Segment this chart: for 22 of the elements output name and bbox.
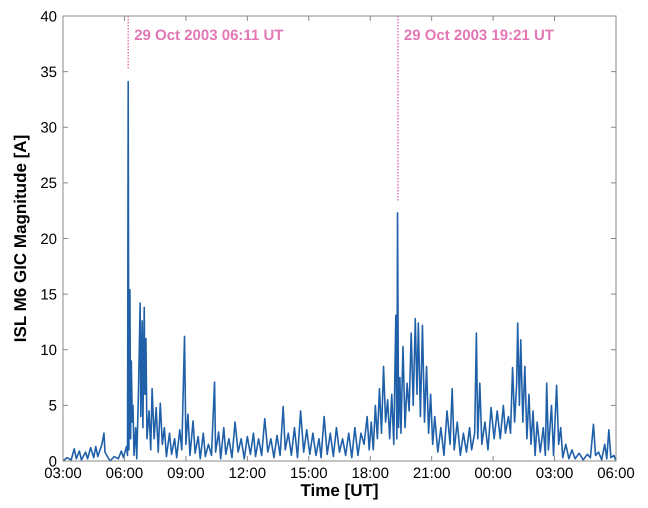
y-tick-label: 25	[40, 175, 57, 192]
y-tick-label: 15	[40, 286, 57, 304]
ref-line-label: 29 Oct 2003 06:11 UT	[134, 27, 284, 44]
ref-line-label: 29 Oct 2003 19:21 UT	[404, 27, 554, 44]
x-axis-title: Time [UT]	[300, 481, 379, 500]
x-tick-label: 21:00	[412, 465, 450, 482]
x-tick-label: 03:00	[536, 465, 574, 482]
x-tick-label: 09:00	[167, 465, 205, 482]
x-tick-label: 00:00	[474, 465, 512, 482]
y-tick-label: 5	[48, 398, 57, 415]
x-tick-label: 15:00	[290, 465, 328, 482]
line-series	[62, 80, 617, 462]
x-tick-label: 12:00	[228, 465, 266, 482]
x-tick-label: 18:00	[351, 465, 389, 482]
y-tick-label: 10	[40, 342, 57, 359]
y-tick-label: 35	[40, 64, 57, 81]
y-tick-label: 30	[40, 120, 57, 136]
y-tick-label: 40	[40, 8, 57, 26]
y-tick-label: 20	[40, 230, 57, 248]
y-axis-title: ISL M6 GIC Magnitude [A]	[11, 134, 30, 342]
x-tick-label: 06:00	[597, 465, 635, 482]
x-tick-label: 06:00	[106, 465, 144, 482]
